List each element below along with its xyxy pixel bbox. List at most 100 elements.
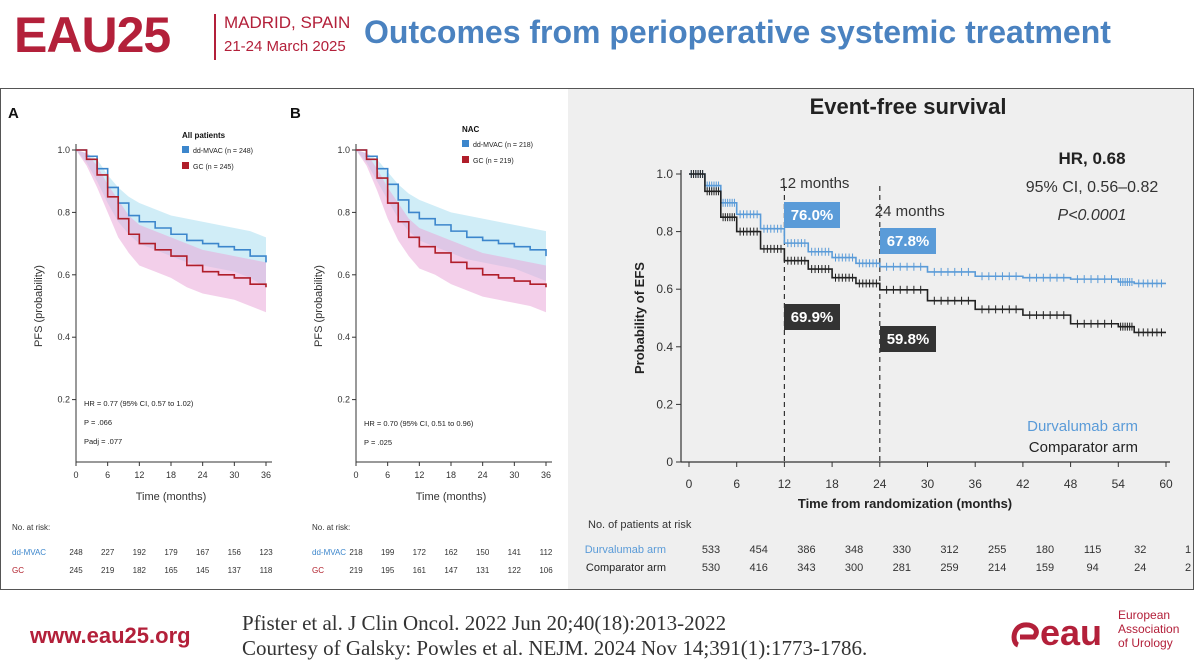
x-axis-title: Time (months) <box>416 491 487 503</box>
y-tick-label: 0 <box>666 455 673 469</box>
risk-cell: 156 <box>228 548 242 557</box>
durva-24-value: 67.8% <box>887 233 930 250</box>
series-line <box>356 149 547 288</box>
risk-cell: 195 <box>381 566 395 575</box>
ci-band <box>76 150 266 288</box>
risk-cell: 123 <box>259 548 273 557</box>
x-tick-label: 24 <box>478 470 488 480</box>
legend-swatch <box>182 146 189 153</box>
risk-table-header: No. at risk: <box>12 523 50 532</box>
citation-pfister: Pfister et al. J Clin Oncol. 2022 Jun 20… <box>242 611 727 635</box>
risk-cell: 165 <box>164 566 178 575</box>
risk-row-label: dd-MVAC <box>312 548 346 557</box>
y-tick-label: 0.4 <box>57 332 70 342</box>
risk-cell: 348 <box>845 544 863 556</box>
series-line <box>76 149 267 288</box>
site-url[interactable]: www.eau25.org <box>30 623 191 648</box>
y-tick-label: 0.8 <box>57 207 70 217</box>
risk-cell: 214 <box>988 562 1006 574</box>
risk-row-label: Comparator arm <box>586 562 666 574</box>
y-tick-label: 1.0 <box>656 167 673 181</box>
confidence-interval: 95% CI, 0.56–0.82 <box>1026 179 1159 196</box>
y-tick-label: 1.0 <box>57 145 70 155</box>
x-tick-label: 18 <box>446 470 456 480</box>
legend-title: NAC <box>462 125 480 134</box>
panel-b-chart: B 0.2 0.4 0.6 0.8 1.0 0 6 12 18 24 30 36 Time (months… <box>290 105 553 575</box>
conference-dates: 21-24 March 2025 <box>224 38 346 55</box>
risk-cell: 245 <box>69 566 83 575</box>
x-tick-label: 0 <box>73 470 78 480</box>
risk-cell: 159 <box>1036 562 1054 574</box>
x-tick-label: 60 <box>1159 477 1173 491</box>
legend-label: dd-MVAC (n = 218) <box>473 142 533 149</box>
risk-cell: 248 <box>69 548 83 557</box>
y-tick-label: 0.6 <box>57 270 70 280</box>
risk-cell: 259 <box>940 562 958 574</box>
x-tick-label: 30 <box>509 470 519 480</box>
risk-cell: 2 <box>1185 562 1191 574</box>
risk-cell: 162 <box>444 548 458 557</box>
hazard-ratio: HR, 0.68 <box>1058 149 1125 168</box>
slide-header <box>0 0 1200 78</box>
risk-cell: 1 <box>1185 544 1191 556</box>
durva-24-value-box <box>880 228 936 254</box>
risk-cell: 192 <box>133 548 147 557</box>
stat-annotation: HR = 0.70 (95% CI, 0.51 to 0.96) <box>364 419 474 428</box>
risk-cell: 330 <box>893 544 911 556</box>
risk-cell: 386 <box>797 544 815 556</box>
risk-cell: 218 <box>349 548 363 557</box>
risk-cell: 533 <box>702 544 720 556</box>
ci-band <box>356 150 546 313</box>
y-tick-label: 0.4 <box>656 340 673 354</box>
stat-annotation: Padj = .077 <box>84 437 122 446</box>
x-tick-label: 36 <box>541 470 551 480</box>
comp-24-value-box <box>880 326 936 352</box>
risk-cell: 454 <box>750 544 768 556</box>
risk-cell: 172 <box>413 548 427 557</box>
y-tick-label: 0.2 <box>57 395 70 405</box>
x-tick-label: 12 <box>414 470 424 480</box>
risk-cell: 300 <box>845 562 863 574</box>
risk-cell: 255 <box>988 544 1006 556</box>
risk-cell: 281 <box>893 562 911 574</box>
risk-table-header: No. at risk: <box>312 523 350 532</box>
x-tick-label: 0 <box>353 470 358 480</box>
citation-powles: Courtesy of Galsky: Powles et al. NEJM. … <box>242 636 868 660</box>
y-axis-title: PFS (probability) <box>33 265 45 347</box>
x-tick-label: 36 <box>261 470 271 480</box>
y-axis-title: PFS (probability) <box>313 265 325 347</box>
x-tick-label: 0 <box>686 477 693 491</box>
x-tick-label: 18 <box>166 470 176 480</box>
legend-swatch <box>182 162 189 169</box>
x-tick-label: 6 <box>733 477 740 491</box>
x-tick-label: 24 <box>198 470 208 480</box>
x-tick-label: 36 <box>969 477 983 491</box>
risk-table-header: No. of patients at risk <box>588 519 692 531</box>
ci-band <box>356 150 546 282</box>
y-tick-label: 0.6 <box>656 282 673 296</box>
risk-row-label: GC <box>312 566 324 575</box>
comp-12-value: 69.9% <box>791 309 834 326</box>
marker-24-label: 24 months <box>875 203 945 220</box>
legend-title: All patients <box>182 131 226 140</box>
risk-cell: 24 <box>1134 562 1146 574</box>
durva-12-value-box <box>784 202 840 228</box>
x-tick-label: 6 <box>385 470 390 480</box>
eau-logo: eau <box>1011 612 1102 653</box>
risk-cell: 227 <box>101 548 115 557</box>
durva-12-value: 76.0% <box>791 207 834 224</box>
series-line <box>76 149 267 263</box>
risk-row-label: Durvalumab arm <box>585 544 666 556</box>
y-tick-label: 0.6 <box>337 270 350 280</box>
risk-cell: 106 <box>539 566 553 575</box>
risk-cell: 167 <box>196 548 210 557</box>
y-tick-label: 1.0 <box>337 145 350 155</box>
x-tick-label: 12 <box>134 470 144 480</box>
risk-row-label: GC <box>12 566 24 575</box>
legend-durvalumab: Durvalumab arm <box>1027 418 1138 435</box>
legend-swatch <box>462 140 469 147</box>
risk-cell: 199 <box>381 548 395 557</box>
stat-annotation: P = .025 <box>364 438 392 447</box>
